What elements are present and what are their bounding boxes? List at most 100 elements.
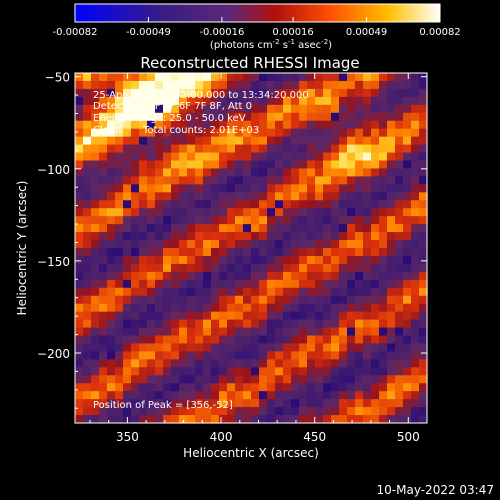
heatmap-cell xyxy=(323,104,332,114)
heatmap-cell xyxy=(227,192,236,201)
heatmap-cell xyxy=(371,263,380,273)
heatmap-cell xyxy=(331,335,340,345)
heatmap-cell xyxy=(363,248,372,257)
heatmap-cell xyxy=(115,295,124,305)
heatmap-cell xyxy=(187,112,196,122)
heatmap-cell xyxy=(395,192,404,201)
heatmap-cell xyxy=(195,367,204,376)
heatmap-cell xyxy=(291,391,300,400)
heatmap-cell xyxy=(315,391,324,400)
heatmap-cell xyxy=(179,152,188,162)
colorbar-tick-label: 0.00082 xyxy=(419,27,460,38)
heatmap-cell xyxy=(395,232,404,241)
heatmap-cell xyxy=(379,303,388,313)
heatmap-cell xyxy=(195,351,204,360)
heatmap-cell xyxy=(179,359,188,368)
heatmap-cell xyxy=(387,240,396,249)
heatmap-cell xyxy=(395,263,404,273)
heatmap-cell xyxy=(355,327,364,337)
heatmap-cell xyxy=(339,112,348,122)
heatmap-cell xyxy=(307,176,316,185)
heatmap-cell xyxy=(275,232,284,241)
heatmap-cell xyxy=(259,208,268,217)
heatmap-cell xyxy=(403,112,412,122)
heatmap-cell xyxy=(147,112,156,122)
heatmap-cell xyxy=(363,399,372,408)
heatmap-cell xyxy=(171,248,180,257)
heatmap-cell xyxy=(163,152,172,162)
heatmap-cell xyxy=(411,367,420,376)
heatmap-cell xyxy=(315,88,324,98)
heatmap-cell xyxy=(419,351,428,360)
heatmap-cell xyxy=(83,407,92,416)
heatmap-cell xyxy=(243,136,252,146)
heatmap-cell xyxy=(379,73,388,82)
heatmap-cell xyxy=(403,200,412,209)
heatmap-cell xyxy=(275,160,284,170)
heatmap-cell xyxy=(75,184,84,193)
heatmap-cell xyxy=(403,176,412,185)
heatmap-cell xyxy=(211,88,220,98)
heatmap-cell xyxy=(355,407,364,416)
heatmap-cell xyxy=(83,192,92,201)
heatmap-cell xyxy=(115,73,124,82)
heatmap-cell xyxy=(411,232,420,241)
heatmap-cell xyxy=(131,279,140,289)
heatmap-cell xyxy=(139,232,148,241)
heatmap-cell xyxy=(155,279,164,289)
heatmap-cell xyxy=(291,255,300,265)
heatmap-cell xyxy=(179,160,188,170)
heatmap-cell xyxy=(307,88,316,98)
heatmap-cell xyxy=(99,224,108,233)
heatmap-cell xyxy=(331,160,340,170)
heatmap-cell xyxy=(75,168,84,177)
heatmap-cell xyxy=(403,216,412,225)
heatmap-cell xyxy=(179,136,188,146)
heatmap-cell xyxy=(163,80,172,90)
heatmap-cell xyxy=(299,295,308,305)
heatmap-cell xyxy=(291,73,300,82)
heatmap-cell xyxy=(99,407,108,416)
heatmap-cell xyxy=(107,104,116,114)
heatmap-cell xyxy=(347,136,356,146)
heatmap-cell xyxy=(83,96,92,106)
heatmap-cell xyxy=(219,128,228,138)
heatmap-cell xyxy=(155,303,164,313)
heatmap-cell xyxy=(99,80,108,90)
heatmap-cell xyxy=(123,391,132,400)
heatmap-cell xyxy=(387,144,396,154)
heatmap-cell xyxy=(363,287,372,297)
heatmap-cell xyxy=(83,120,92,130)
heatmap-cell xyxy=(299,216,308,225)
heatmap-cell xyxy=(147,192,156,201)
heatmap-cell xyxy=(291,383,300,392)
heatmap-cell xyxy=(83,88,92,98)
heatmap-cell xyxy=(131,200,140,209)
heatmap-cell xyxy=(219,152,228,162)
heatmap-cell xyxy=(147,327,156,337)
heatmap-cell xyxy=(411,104,420,114)
heatmap-cell xyxy=(219,184,228,193)
heatmap-cell xyxy=(243,255,252,265)
heatmap-cell xyxy=(323,120,332,130)
heatmap-cell xyxy=(83,359,92,368)
heatmap-cell xyxy=(131,287,140,297)
heatmap-cell xyxy=(187,359,196,368)
heatmap-cell xyxy=(91,152,100,162)
heatmap-cell xyxy=(411,383,420,392)
heatmap-cell xyxy=(395,240,404,249)
heatmap-cell xyxy=(291,335,300,345)
heatmap-cell xyxy=(331,152,340,162)
heatmap-cell xyxy=(147,343,156,352)
heatmap-cell xyxy=(331,192,340,201)
heatmap-cell xyxy=(291,152,300,162)
heatmap-cell xyxy=(123,383,132,392)
heatmap-cell xyxy=(379,295,388,305)
heatmap-cell xyxy=(387,136,396,146)
heatmap-cell xyxy=(291,144,300,154)
heatmap-cell xyxy=(411,240,420,249)
heatmap-cell xyxy=(115,200,124,209)
heatmap-cell xyxy=(155,216,164,225)
heatmap-cell xyxy=(291,208,300,217)
heatmap-cell xyxy=(251,208,260,217)
